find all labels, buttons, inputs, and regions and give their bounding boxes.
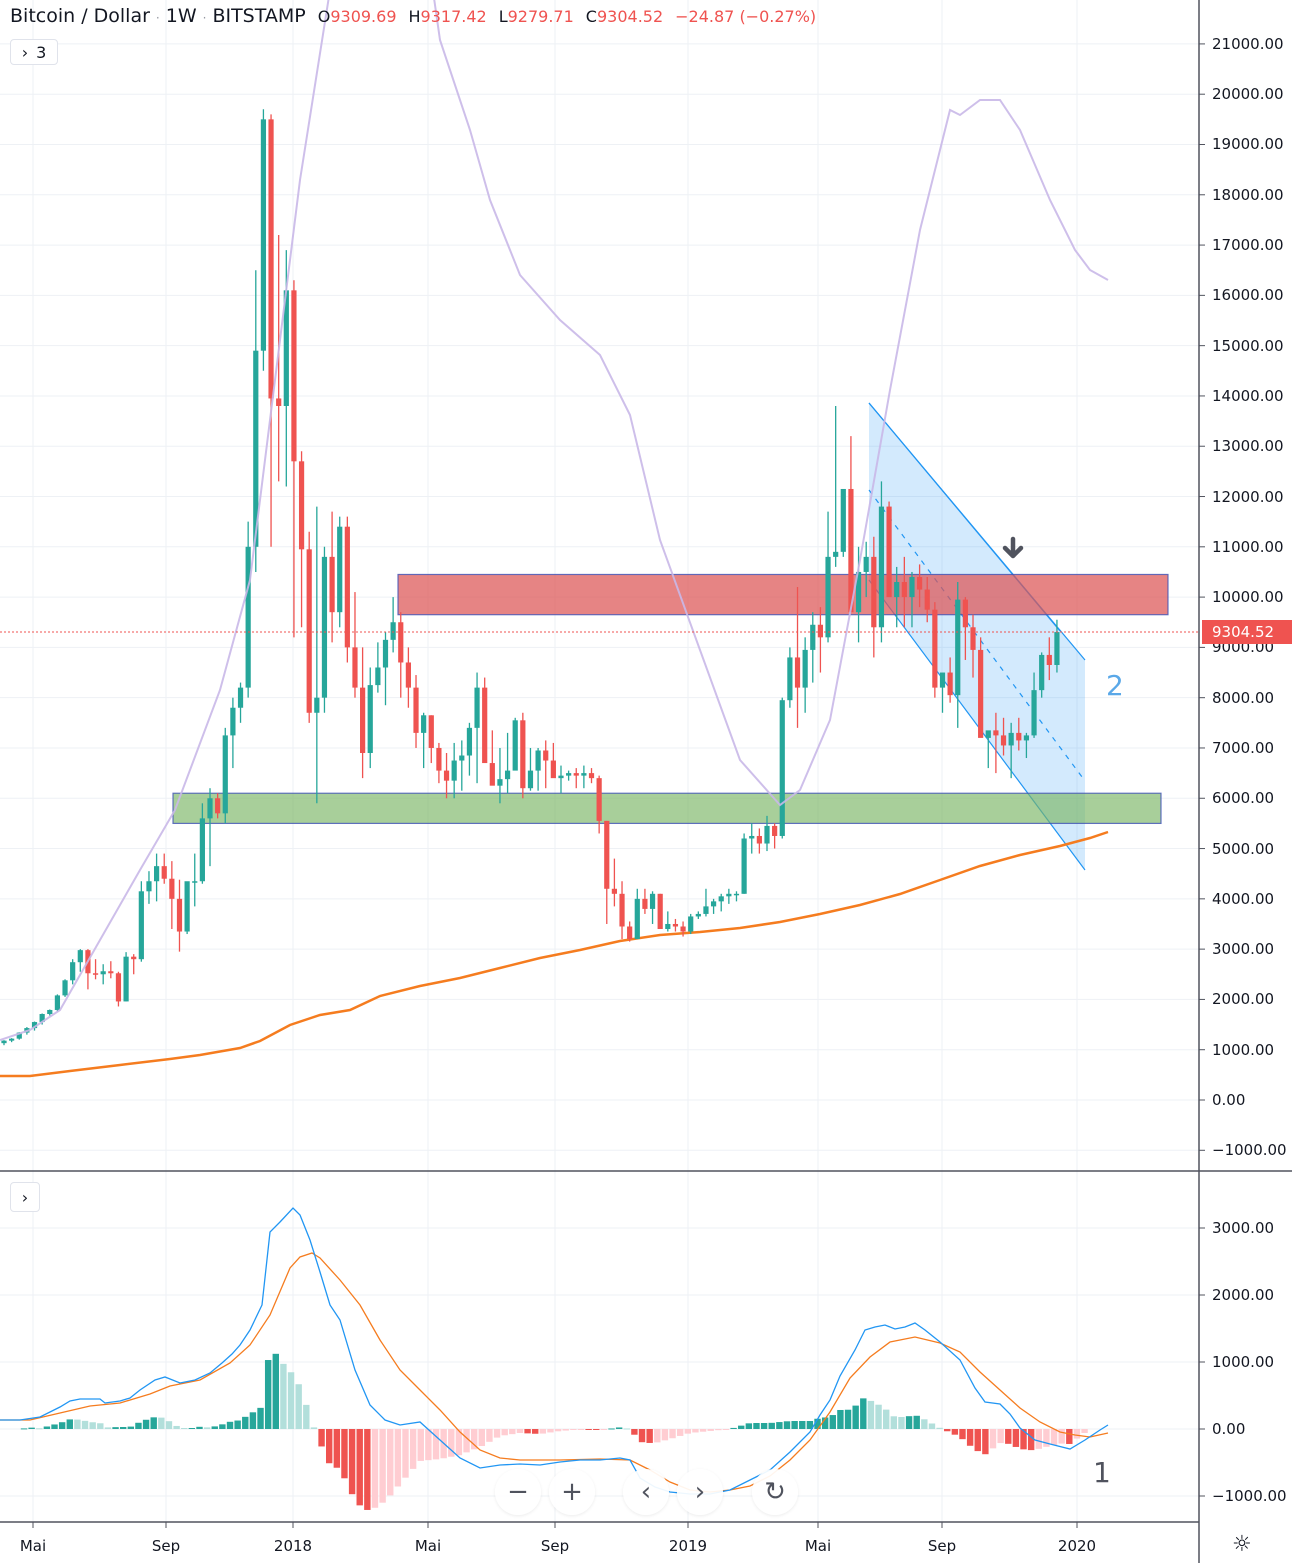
price-axis-label: 7000.00 xyxy=(1212,738,1275,757)
time-axis-label: 2019 xyxy=(668,1537,708,1555)
low-key: L xyxy=(498,7,508,26)
zoom-in-button[interactable]: + xyxy=(549,1469,595,1515)
price-axis-label: 4000.00 xyxy=(1212,889,1275,908)
price-axis-label: 13000.00 xyxy=(1212,437,1284,456)
time-axis-label: Mai xyxy=(804,1537,832,1555)
price-axis-label: 18000.00 xyxy=(1212,185,1284,204)
price-axis-label: −1000.00 xyxy=(1212,1141,1287,1160)
indicators-toggle-button[interactable]: › 3 xyxy=(10,39,58,65)
time-axis-label: Sep xyxy=(540,1537,570,1555)
time-axis-label: Mai xyxy=(19,1537,47,1555)
interval-label[interactable]: 1W xyxy=(165,5,197,27)
time-axis-label: 2018 xyxy=(273,1537,313,1555)
macd-axis-label: 3000.00 xyxy=(1212,1219,1275,1237)
price-axis-label: 2000.00 xyxy=(1212,990,1275,1009)
ohlc-close: C9304.52 xyxy=(586,7,663,26)
legend-separator: · xyxy=(155,11,160,25)
open-key: O xyxy=(317,7,331,26)
price-axis-label: 1000.00 xyxy=(1212,1040,1275,1059)
scroll-left-button[interactable]: ‹ xyxy=(623,1469,669,1515)
close-value: 9304.52 xyxy=(596,7,664,26)
high-key: H xyxy=(408,7,421,26)
price-change: −24.87 (−0.27%) xyxy=(675,7,817,26)
legend-separator: · xyxy=(202,11,207,25)
ohlc-high: H9317.42 xyxy=(409,7,487,26)
high-value: 9317.42 xyxy=(420,7,487,26)
exchange-label: BITSTAMP xyxy=(212,5,306,27)
time-axis-label: 2020 xyxy=(1057,1537,1097,1555)
macd-axis-label: −1000.00 xyxy=(1212,1487,1287,1505)
gear-icon[interactable]: ☼ xyxy=(1232,1532,1252,1557)
macd-axis-label: 1000.00 xyxy=(1212,1353,1275,1371)
descending-channel xyxy=(869,403,1085,870)
support-zone xyxy=(172,792,1162,825)
price-axis-label: 11000.00 xyxy=(1212,537,1284,556)
ohlc-open: O9309.69 xyxy=(318,7,397,26)
zoom-out-button[interactable]: − xyxy=(495,1469,541,1515)
resistance-zone xyxy=(397,573,1169,616)
macd-axis-label: 0.00 xyxy=(1212,1420,1246,1438)
close-key: C xyxy=(585,7,597,26)
macd-axis-label: 2000.00 xyxy=(1212,1286,1275,1304)
low-value: 9279.71 xyxy=(507,7,574,26)
price-axis-label: 16000.00 xyxy=(1212,286,1284,305)
price-axis-label: 5000.00 xyxy=(1212,839,1275,858)
price-axis-label: 19000.00 xyxy=(1212,135,1284,154)
time-axis-label: Sep xyxy=(927,1537,957,1555)
time-axis-label: Mai xyxy=(414,1537,442,1555)
time-axis-label: Sep xyxy=(151,1537,181,1555)
price-axis-label: 20000.00 xyxy=(1212,85,1284,104)
symbol-name[interactable]: Bitcoin / Dollar xyxy=(10,5,150,27)
price-axis-label: 15000.00 xyxy=(1212,336,1284,355)
price-axis-label: 10000.00 xyxy=(1212,588,1284,607)
price-axis-label: 0.00 xyxy=(1212,1091,1246,1109)
price-axis-label: 3000.00 xyxy=(1212,940,1275,959)
price-axis-label: 14000.00 xyxy=(1212,386,1284,405)
ohlc-low: L9279.71 xyxy=(499,7,574,26)
annotation-label-2: 2 xyxy=(1106,669,1124,702)
chevron-right-icon: › xyxy=(21,1187,29,1207)
price-axis-label: 6000.00 xyxy=(1212,789,1275,808)
scroll-right-button[interactable]: › xyxy=(677,1469,723,1515)
indicators-count: 3 xyxy=(36,42,47,62)
last-price-tag: 9304.52 xyxy=(1202,620,1292,644)
symbol-legend: Bitcoin / Dollar · 1W · BITSTAMP O9309.6… xyxy=(10,5,816,27)
macd-toggle-button[interactable]: › xyxy=(10,1182,40,1212)
price-axis-label: 17000.00 xyxy=(1212,236,1284,255)
annotation-label-1: 1 xyxy=(1093,1456,1111,1489)
price-axis-label: 21000.00 xyxy=(1212,34,1284,53)
reset-chart-button[interactable]: ↻ xyxy=(752,1469,798,1515)
open-value: 9309.69 xyxy=(330,7,397,26)
price-axis-label: 12000.00 xyxy=(1212,487,1284,506)
chevron-right-icon: › xyxy=(21,42,29,62)
price-axis-label: 8000.00 xyxy=(1212,688,1275,707)
arrow-down-icon xyxy=(1000,536,1026,566)
